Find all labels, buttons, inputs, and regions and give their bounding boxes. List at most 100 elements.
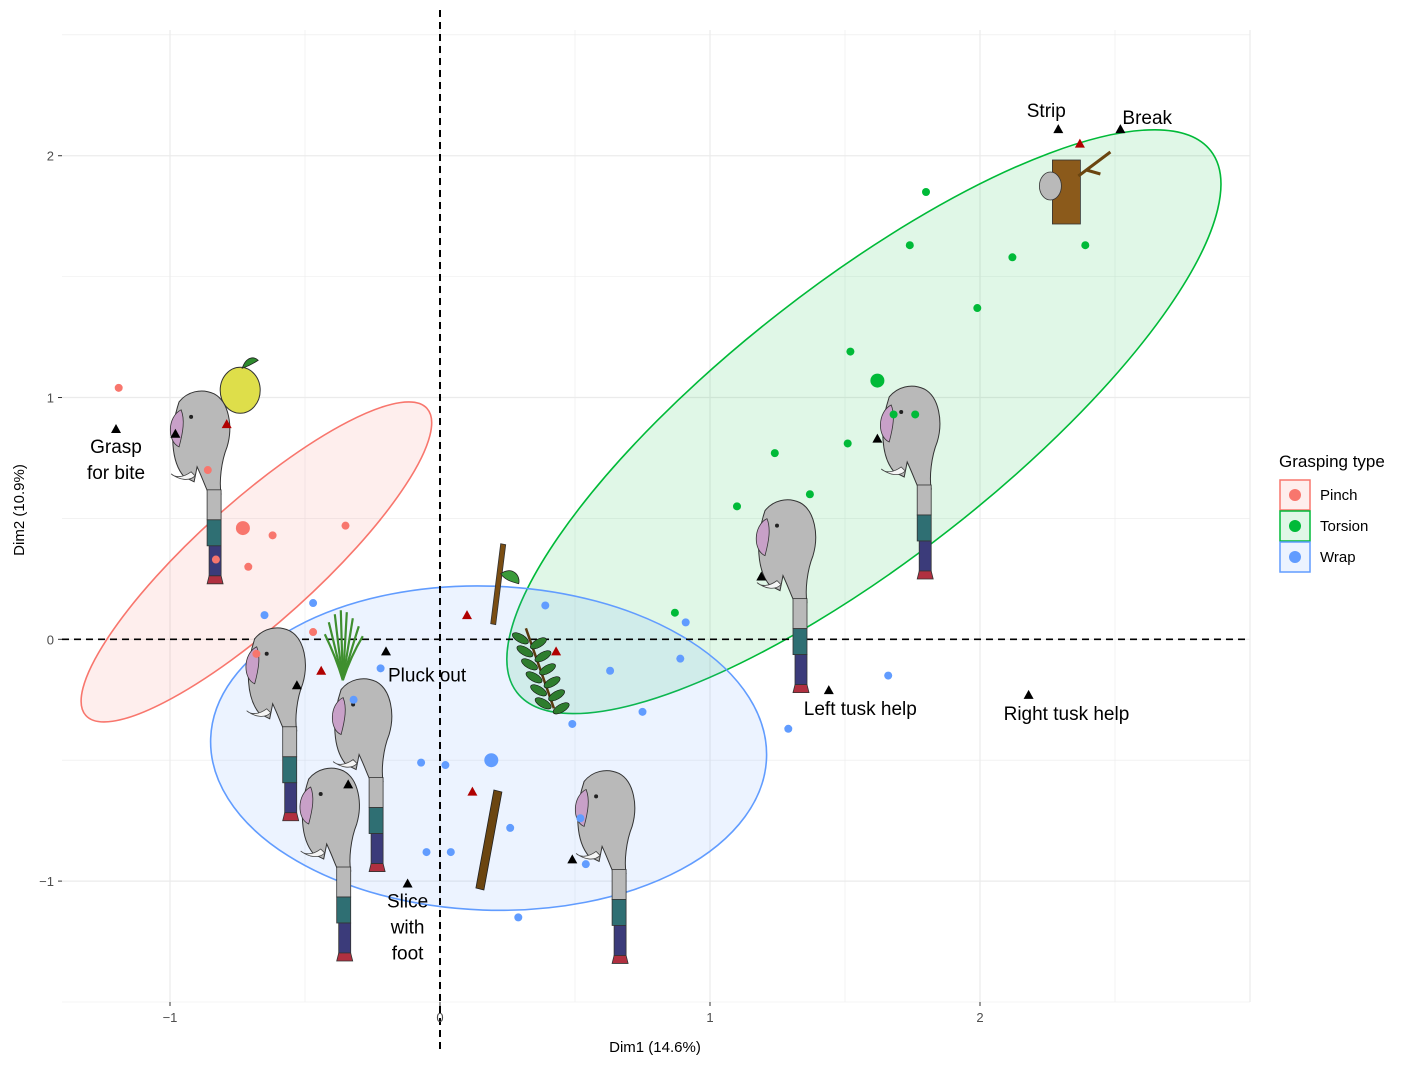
point-label-line: Grasp: [90, 437, 142, 458]
data-point-torsion: [770, 449, 779, 458]
point-label-line: foot: [392, 944, 424, 965]
data-point-pinch: [252, 649, 261, 658]
branch-leaf: [500, 570, 520, 585]
stump-branch: [1077, 150, 1112, 178]
annotation-layer: Grasp for bite Pluck out Slice with foot Left …: [87, 101, 1173, 964]
data-point-wrap: [446, 848, 455, 857]
data-point-wrap: [541, 601, 550, 610]
point-label-line: Pluck out: [388, 665, 467, 686]
x-tick-label: 2: [976, 1010, 983, 1025]
leaf: [530, 637, 547, 650]
point-layer: [114, 138, 1090, 922]
point-label: Right tusk help: [1004, 704, 1130, 725]
data-point-wrap: [506, 823, 515, 832]
data-point-wrap: [581, 860, 590, 869]
data-point-wrap: [568, 719, 577, 728]
data-point-wrap: [441, 761, 450, 770]
leaf: [512, 632, 529, 645]
supplementary-marker: [872, 433, 883, 443]
leaf: [539, 663, 556, 676]
legend-dot-torsion: [1289, 520, 1301, 532]
data-point-pinch: [309, 628, 318, 637]
data-point-torsion: [1008, 253, 1017, 262]
point-label: Pluck out: [388, 665, 467, 686]
modality-marker: [462, 610, 472, 620]
x-tick-label: 1: [706, 1010, 713, 1025]
data-point-wrap: [376, 664, 385, 673]
grass-blade: [341, 635, 364, 681]
modality-marker: [551, 646, 562, 656]
data-point-torsion: [889, 410, 898, 419]
centroid-torsion: [870, 373, 885, 388]
axis-layer: Dim1 (14.6%) Dim2 (10.9%) −1 0 1 2 −1 0 1 2: [11, 149, 984, 1056]
data-point-pinch: [203, 466, 212, 475]
x-tick-label: −1: [163, 1010, 178, 1025]
data-point-wrap: [676, 654, 685, 663]
stump-trunk-tip: [1039, 171, 1062, 201]
data-point-pinch: [244, 562, 253, 571]
supplementary-marker: [343, 779, 354, 789]
data-point-wrap: [884, 671, 893, 680]
lemon-leaf: [241, 357, 259, 369]
point-label-line: Left tusk help: [804, 699, 917, 720]
supplementary-marker: [111, 423, 121, 433]
data-point-torsion: [670, 608, 679, 617]
data-point-torsion: [911, 410, 920, 419]
data-point-torsion: [973, 304, 982, 313]
grass-blade: [323, 633, 344, 681]
ellipse-layer: [80, 128, 1222, 912]
supplementary-marker: [291, 680, 302, 690]
tree-stump-icon: [1039, 150, 1112, 225]
supplementary-marker: [170, 428, 181, 438]
point-label-line: Strip: [1027, 101, 1066, 122]
legend-label-torsion: Torsion: [1320, 518, 1368, 535]
lemon-body: [219, 366, 261, 414]
data-point-pinch: [211, 555, 220, 564]
point-label-line: Break: [1122, 108, 1172, 129]
lemon-icon: [219, 357, 261, 414]
leaf: [525, 671, 543, 684]
leaf: [530, 684, 547, 697]
leaf: [534, 697, 552, 710]
point-label-line: Slice: [387, 892, 428, 913]
point-label-line: Right tusk help: [1004, 704, 1130, 725]
legend-dot-pinch: [1289, 489, 1301, 501]
leaf: [543, 676, 561, 689]
data-point-wrap: [638, 707, 647, 716]
branch-stem: [490, 543, 507, 626]
data-point-pinch: [268, 531, 277, 540]
branch-icon: [490, 543, 520, 626]
data-point-torsion: [905, 241, 914, 250]
data-point-torsion: [805, 490, 814, 499]
y-tick-label: 0: [47, 632, 54, 647]
data-point-pinch: [114, 383, 123, 392]
point-label-line: for bite: [87, 463, 145, 484]
data-point-torsion: [846, 347, 855, 356]
x-tick-label: 0: [436, 1010, 443, 1025]
supplementary-marker: [381, 646, 391, 656]
legend-dot-wrap: [1289, 551, 1301, 563]
point-label: Left tusk help: [804, 699, 917, 720]
supplementary-marker: [402, 878, 413, 888]
modality-marker: [1074, 138, 1085, 148]
point-label: Break: [1122, 108, 1172, 129]
centroid-wrap: [484, 753, 499, 768]
point-label: Slice with foot: [387, 892, 428, 965]
pictogram-layer: [169, 150, 1112, 964]
data-point-wrap: [784, 724, 793, 733]
supplementary-marker: [1023, 689, 1034, 699]
modality-marker: [221, 419, 232, 429]
leaf: [521, 658, 538, 671]
data-point-wrap: [606, 666, 615, 675]
supplementary-marker: [1115, 124, 1126, 134]
y-tick-label: 2: [47, 149, 54, 164]
data-point-pinch: [341, 521, 350, 530]
leafy-branch-icon: [512, 627, 570, 715]
y-axis-title: Dim2 (10.9%): [11, 464, 28, 556]
data-point-wrap: [681, 618, 690, 627]
data-point-wrap: [417, 758, 426, 767]
supplementary-marker: [1053, 124, 1064, 134]
legend: Grasping type Pinch Torsion Wrap: [1279, 452, 1385, 573]
